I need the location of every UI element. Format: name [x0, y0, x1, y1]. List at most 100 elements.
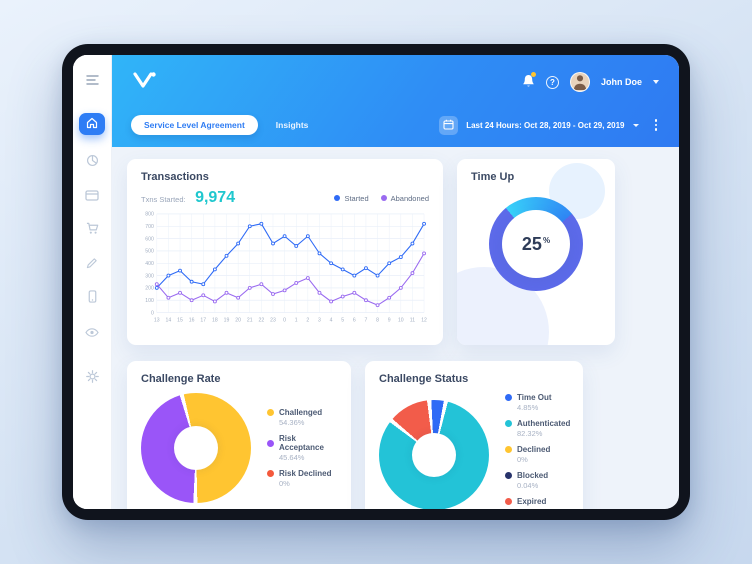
svg-text:9: 9 — [388, 317, 391, 323]
help-icon: ? — [545, 75, 559, 89]
sidebar-item-monitoring[interactable] — [79, 321, 105, 343]
legend-item-started: Started — [334, 193, 369, 203]
svg-text:700: 700 — [145, 224, 154, 230]
pencil-icon — [86, 257, 98, 272]
svg-text:600: 600 — [145, 236, 154, 242]
legend-label: Abandoned — [390, 193, 429, 203]
svg-text:17: 17 — [200, 317, 206, 323]
svg-text:400: 400 — [145, 261, 154, 267]
time-up-value: 25 — [521, 233, 542, 254]
user-name[interactable]: John Doe — [600, 77, 642, 87]
help-button[interactable]: ? — [545, 75, 559, 89]
app-window: ? John Doe Service Level Agreement Insig… — [73, 55, 679, 509]
hamburger-icon — [85, 73, 99, 88]
date-range-label[interactable]: Last 24 Hours: Oct 28, 2019 - Oct 29, 20… — [466, 120, 625, 130]
sidebar-item-rules[interactable] — [79, 253, 105, 275]
tablet-frame: ? John Doe Service Level Agreement Insig… — [62, 44, 690, 520]
time-up-card: Time Up 25 % — [457, 159, 615, 345]
svg-text:6: 6 — [353, 317, 356, 323]
challenge-status-legend: Time Out 4.85% Authenticated 82.32% Declined… — [505, 393, 570, 509]
svg-text:14: 14 — [166, 317, 172, 323]
legend-item: Authenticated 82.32% — [505, 419, 570, 438]
challenge-status-donut — [379, 399, 489, 509]
svg-text:100: 100 — [145, 298, 154, 304]
calendar-button[interactable] — [439, 115, 459, 135]
sidebar-item-analytics[interactable] — [79, 151, 105, 173]
avatar[interactable] — [569, 72, 590, 92]
abandoned-dot — [380, 195, 387, 201]
svg-text:800: 800 — [145, 212, 154, 218]
legend-item: Blocked 0.04% — [505, 471, 570, 490]
legend-item: Risk Acceptance 45.64% — [267, 434, 337, 462]
bell-icon — [522, 74, 535, 91]
sidebar-item-payments[interactable] — [79, 185, 105, 207]
svg-text:19: 19 — [224, 317, 230, 323]
svg-text:300: 300 — [145, 273, 154, 279]
svg-text:0: 0 — [151, 310, 154, 316]
sidebar-item-home[interactable] — [79, 113, 105, 135]
svg-text:11: 11 — [410, 317, 415, 323]
challenge-rate-card: Challenge Rate Challenged 54.36% Risk Acce… — [127, 361, 351, 509]
sidebar-nav-group — [79, 151, 105, 343]
transactions-legend: Started Abandoned — [334, 194, 429, 203]
svg-text:8: 8 — [376, 317, 379, 323]
svg-text:500: 500 — [145, 249, 154, 255]
svg-text:5: 5 — [341, 317, 344, 323]
time-up-unit: % — [542, 235, 551, 245]
main-area: ? John Doe Service Level Agreement Insig… — [111, 55, 679, 509]
calendar-icon — [443, 118, 454, 133]
notifications-button[interactable] — [522, 71, 536, 91]
menu-toggle-button[interactable] — [79, 69, 105, 91]
challenge-status-card: Challenge Status Time Out 4.85% Authentica… — [365, 361, 583, 509]
svg-text:15: 15 — [177, 317, 183, 323]
user-menu-caret-icon[interactable] — [653, 80, 659, 84]
sidebar-item-settings[interactable] — [79, 367, 105, 389]
top-right-actions: ? John Doe — [522, 71, 659, 92]
svg-text:20: 20 — [235, 317, 241, 323]
svg-text:0: 0 — [283, 317, 286, 323]
svg-text:18: 18 — [212, 317, 218, 323]
sidebar-item-orders[interactable] — [79, 219, 105, 241]
legend-label: Started — [344, 193, 369, 203]
svg-text:4: 4 — [330, 317, 333, 323]
time-up-title: Time Up — [471, 171, 515, 183]
legend-item: Expired12.79% — [505, 497, 570, 509]
header-band: ? John Doe Service Level Agreement Insig… — [111, 55, 679, 147]
svg-text:21: 21 — [247, 317, 253, 323]
legend-item: Challenged 54.36% — [267, 408, 337, 427]
svg-text:22: 22 — [259, 317, 265, 323]
home-icon — [86, 117, 98, 132]
top-bar: ? John Doe — [111, 55, 679, 109]
transactions-card: Transactions Txns Started: 9,974 Started — [127, 159, 443, 345]
date-filter: Last 24 Hours: Oct 28, 2019 - Oct 29, 20… — [439, 115, 660, 135]
transactions-title: Transactions — [141, 171, 209, 183]
legend-item: Time Out 4.85% — [505, 393, 570, 412]
legend-item: Declined 0% — [505, 445, 570, 464]
cart-icon — [86, 222, 99, 238]
svg-text:1: 1 — [295, 317, 298, 323]
svg-text:200: 200 — [145, 286, 154, 292]
device-icon — [88, 290, 97, 306]
svg-text:7: 7 — [365, 317, 368, 323]
svg-text:13: 13 — [154, 317, 160, 323]
date-caret-icon[interactable] — [632, 123, 639, 127]
challenge-rate-legend: Challenged 54.36% Risk Acceptance 45.64% Ris… — [267, 408, 337, 488]
donut-hole — [412, 432, 456, 477]
svg-text:10: 10 — [398, 317, 404, 323]
sidebar-item-devices[interactable] — [79, 287, 105, 309]
sidebar — [73, 55, 111, 509]
svg-text:3: 3 — [318, 317, 321, 323]
gear-icon — [85, 370, 99, 386]
brand-logo[interactable] — [131, 71, 157, 94]
svg-text:16: 16 — [189, 317, 195, 323]
dashboard-content: Transactions Txns Started: 9,974 Started — [111, 147, 679, 509]
more-menu-button[interactable] — [653, 117, 660, 133]
tab-service-level-agreement[interactable]: Service Level Agreement — [131, 115, 258, 135]
tab-insights[interactable]: Insights — [275, 120, 309, 130]
svg-text:23: 23 — [270, 317, 276, 323]
started-dot — [334, 195, 341, 201]
legend-item-abandoned: Abandoned — [380, 193, 429, 203]
challenge-rate-title: Challenge Rate — [141, 373, 221, 385]
svg-text:2: 2 — [306, 317, 309, 323]
challenge-status-title: Challenge Status — [379, 373, 469, 385]
